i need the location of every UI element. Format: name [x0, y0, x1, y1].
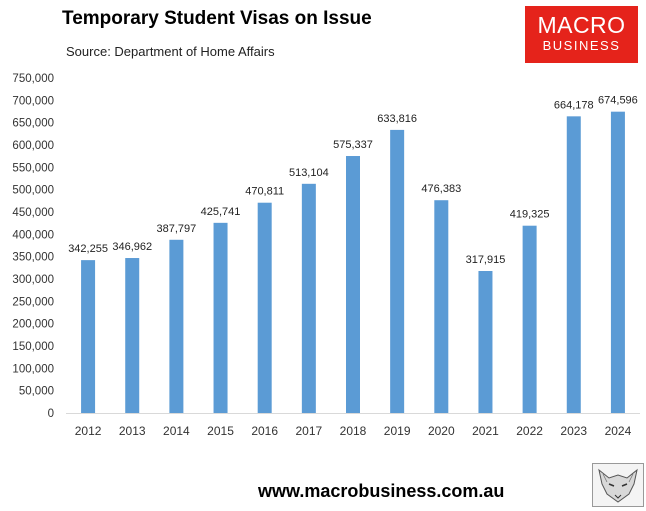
y-tick-label: 50,000: [19, 386, 54, 398]
bar: [81, 260, 96, 413]
x-tick-label: 2020: [428, 424, 455, 438]
x-tick-label: 2013: [119, 424, 146, 438]
fox-sketch-icon: [592, 463, 644, 507]
bar-chart: 0 50,000 100,000 150,000 200,000 250,000 300,0…: [12, 73, 640, 438]
x-tick-label: 2019: [384, 424, 411, 438]
y-tick-label: 650,000: [12, 118, 54, 130]
logo-line1: MACRO: [537, 12, 626, 38]
data-label: 419,325: [510, 209, 550, 221]
bar: [346, 156, 360, 413]
y-tick-label: 100,000: [12, 363, 54, 375]
page-title: Temporary Student Visas on Issue: [62, 8, 372, 29]
y-tick-label: 200,000: [12, 319, 54, 331]
bar: [478, 270, 493, 413]
y-tick-label: 450,000: [12, 207, 54, 219]
y-tick-label: 300,000: [12, 274, 54, 286]
bar: [169, 239, 184, 413]
bar: [390, 129, 405, 414]
y-tick-label: 500,000: [12, 185, 54, 197]
bar: [434, 200, 449, 413]
data-label: 317,915: [466, 254, 506, 266]
data-label: 674,596: [598, 95, 638, 107]
data-label: 513,104: [289, 167, 329, 179]
y-tick-label: 700,000: [12, 95, 54, 107]
chart-source: Source: Department of Home Affairs: [66, 44, 275, 59]
x-tick-label: 2018: [340, 424, 367, 438]
bar: [257, 202, 272, 413]
x-tick-label: 2021: [472, 424, 499, 438]
data-label: 387,797: [157, 223, 197, 235]
logo-line2: BUSINESS: [542, 38, 621, 53]
data-label: 633,816: [377, 113, 417, 125]
y-tick-label: 750,000: [12, 73, 54, 85]
bar: [610, 111, 625, 413]
bar: [213, 222, 228, 413]
y-tick-label: 250,000: [12, 296, 54, 308]
data-label: 664,178: [554, 99, 594, 111]
y-tick-label: 400,000: [12, 229, 54, 241]
bar: [566, 116, 581, 413]
data-label: 342,255: [68, 243, 108, 255]
bar: [125, 258, 140, 413]
x-tick-label: 2024: [605, 424, 632, 438]
y-tick-label: 350,000: [12, 252, 54, 264]
data-label: 575,337: [333, 139, 373, 151]
x-tick-label: 2016: [251, 424, 278, 438]
bar: [522, 225, 537, 413]
macrobusiness-logo[interactable]: MACRO BUSINESS: [525, 6, 638, 63]
x-tick-label: 2023: [560, 424, 587, 438]
x-tick-label: 2012: [75, 424, 102, 438]
y-tick-label: 150,000: [12, 341, 54, 353]
y-tick-label: 0: [48, 408, 54, 420]
x-tick-label: 2014: [163, 424, 190, 438]
bar: [301, 183, 316, 413]
x-tick-label: 2015: [207, 424, 234, 438]
data-label: 346,962: [112, 241, 152, 253]
x-tick-label: 2022: [516, 424, 543, 438]
data-label: 470,811: [245, 186, 284, 198]
x-tick-label: 2017: [295, 424, 322, 438]
data-label: 476,383: [421, 183, 461, 195]
data-label: 425,741: [201, 206, 241, 218]
website-url[interactable]: www.macrobusiness.com.au: [258, 481, 505, 501]
y-tick-label: 550,000: [12, 162, 54, 174]
y-tick-label: 600,000: [12, 140, 54, 152]
